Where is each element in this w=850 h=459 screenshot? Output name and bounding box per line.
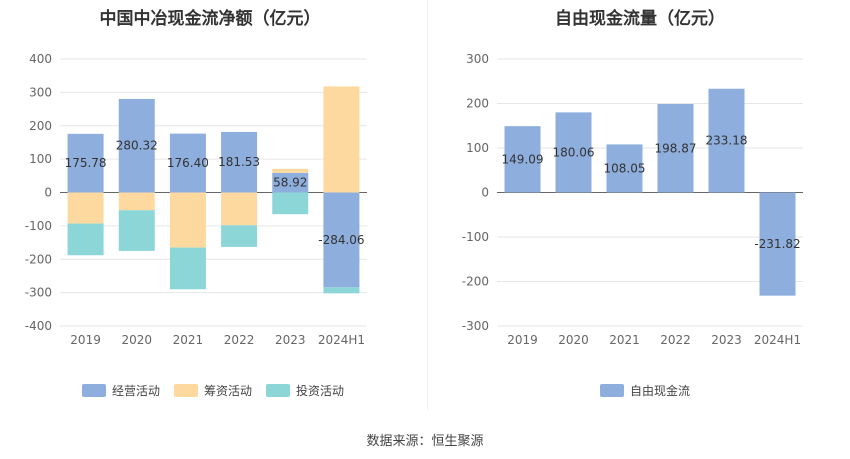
left-chart-title: 中国中冶现金流净额（亿元） — [99, 9, 321, 29]
left-x-tick-label: 2023 — [275, 333, 306, 347]
legend-label: 自由现金流 — [630, 384, 691, 398]
legend-swatch — [174, 384, 199, 397]
left-bar-经营活动 — [118, 98, 155, 193]
left-bar-经营活动 — [67, 133, 104, 193]
legend-swatch — [600, 384, 624, 397]
right-y-tick-label: 200 — [466, 97, 489, 111]
right-data-label: 108.05 — [604, 161, 646, 175]
legend-swatch — [82, 384, 106, 397]
left-bar-经营活动 — [169, 133, 206, 193]
right-x-tick-label: 2023 — [711, 333, 742, 347]
legend-item[interactable]: 筹资活动 — [174, 382, 252, 399]
left-bar-筹资活动 — [118, 192, 155, 211]
right-x-tick-label: 2021 — [609, 333, 640, 347]
left-bar-经营活动 — [323, 192, 360, 288]
left-y-tick-label: 200 — [29, 119, 52, 133]
right-bar-自由现金流 — [555, 112, 592, 193]
right-data-label: 149.09 — [502, 152, 544, 166]
legend-label: 投资活动 — [296, 384, 345, 398]
right-bar-自由现金流 — [759, 192, 796, 296]
left-bar-筹资活动 — [272, 168, 309, 173]
right-x-tick-label: 2019 — [507, 333, 538, 347]
left-y-tick-label: 400 — [29, 52, 52, 66]
left-bar-投资活动 — [221, 225, 258, 247]
left-bar-投资活动 — [272, 192, 309, 215]
left-x-tick-label: 2019 — [70, 333, 101, 347]
left-bar-筹资活动 — [323, 86, 360, 193]
panel-divider — [427, 0, 428, 410]
left-x-tick-label: 2022 — [224, 333, 255, 347]
left-data-label: 176.40 — [167, 156, 209, 170]
legend-label: 筹资活动 — [204, 384, 253, 398]
right-y-tick-label: 300 — [466, 52, 489, 66]
left-y-tick-label: 300 — [29, 85, 52, 99]
left-bar-筹资活动 — [67, 192, 104, 224]
right-data-label: -231.82 — [754, 237, 800, 251]
left-y-tick-label: -100 — [25, 219, 52, 233]
left-bar-投资活动 — [323, 287, 360, 294]
left-y-tick-label: -200 — [25, 252, 52, 266]
right-y-tick-label: -100 — [462, 230, 489, 244]
right-y-tick-label: 100 — [466, 141, 489, 155]
right-chart-title: 自由现金流量（亿元） — [555, 9, 725, 29]
left-y-tick-label: -300 — [25, 286, 52, 300]
left-bar-投资活动 — [169, 247, 206, 290]
left-legend: 经营活动 筹资活动 投资活动 — [82, 382, 344, 399]
left-data-label: -284.06 — [318, 233, 364, 247]
left-y-tick-label: 0 — [44, 186, 52, 200]
right-bar-自由现金流 — [606, 144, 643, 193]
left-bar-投资活动 — [118, 210, 155, 251]
right-x-tick-label: 2022 — [660, 333, 691, 347]
legend-item[interactable]: 投资活动 — [266, 382, 344, 399]
left-bar-经营活动 — [221, 131, 258, 193]
right-bar-自由现金流 — [708, 88, 745, 193]
legend-label: 经营活动 — [112, 384, 161, 398]
right-y-tick-label: -300 — [462, 319, 489, 333]
data-source: 数据来源：恒生聚源 — [366, 434, 484, 449]
legend-swatch — [266, 384, 291, 397]
left-y-tick-label: 100 — [29, 152, 52, 166]
right-y-tick-label: -200 — [462, 275, 489, 289]
right-data-label: 180.06 — [553, 145, 595, 159]
right-data-label: 233.18 — [706, 134, 748, 148]
left-bar-筹资活动 — [169, 192, 206, 248]
right-legend: 自由现金流 — [600, 382, 690, 399]
left-bar-投资活动 — [67, 223, 104, 256]
left-data-label: 181.53 — [218, 155, 260, 169]
right-bar-自由现金流 — [657, 104, 694, 193]
legend-item[interactable]: 经营活动 — [82, 382, 160, 399]
left-y-tick-label: -400 — [25, 319, 52, 333]
left-data-label: 280.32 — [116, 139, 158, 153]
left-bar-经营活动 — [272, 172, 309, 193]
right-y-tick-label: 0 — [481, 186, 489, 200]
right-x-tick-label: 2020 — [558, 333, 589, 347]
legend-item[interactable]: 自由现金流 — [600, 382, 690, 399]
right-bar-自由现金流 — [504, 126, 541, 193]
left-bar-筹资活动 — [221, 192, 258, 226]
left-x-tick-label: 2021 — [173, 333, 204, 347]
left-x-tick-label: 2020 — [121, 333, 152, 347]
left-data-label: 175.78 — [65, 156, 107, 170]
right-data-label: 198.87 — [655, 141, 697, 155]
left-x-tick-label: 2024H1 — [318, 333, 365, 347]
right-x-tick-label: 2024H1 — [754, 333, 801, 347]
left-data-label: 58.92 — [273, 176, 307, 190]
